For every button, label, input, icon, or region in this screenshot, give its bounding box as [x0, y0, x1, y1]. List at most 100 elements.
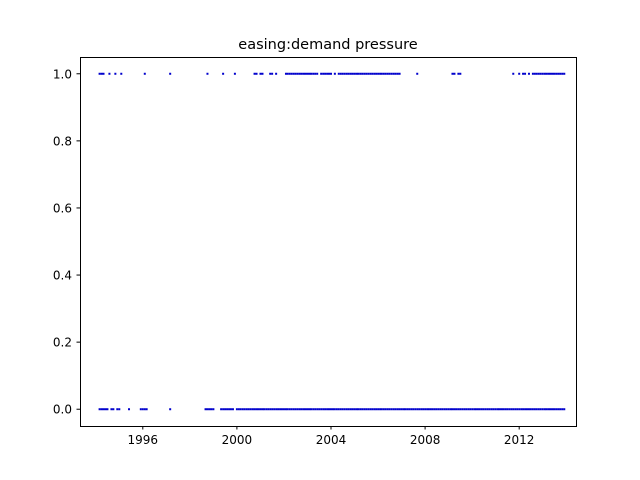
data-point: [380, 72, 383, 75]
data-point: [539, 72, 542, 75]
data-point: [537, 408, 540, 411]
data-point: [447, 408, 450, 411]
data-point: [320, 72, 323, 75]
data-point: [398, 72, 401, 75]
data-point: [204, 408, 207, 411]
data-point: [257, 408, 260, 411]
data-point: [228, 408, 231, 411]
data-point: [404, 408, 407, 411]
data-point: [480, 408, 483, 411]
data-point: [531, 408, 534, 411]
data-point: [559, 408, 562, 411]
plot-area-frame: [80, 57, 577, 427]
data-point: [420, 408, 423, 411]
data-point: [463, 408, 466, 411]
data-point: [259, 408, 262, 411]
data-point: [324, 72, 327, 75]
y-tick-label: 1.0: [53, 67, 72, 81]
data-point: [543, 72, 546, 75]
data-point: [324, 408, 327, 411]
data-point: [233, 72, 236, 75]
data-point: [547, 408, 550, 411]
data-point: [288, 408, 291, 411]
data-point: [306, 408, 309, 411]
data-point: [435, 408, 438, 411]
data-point: [549, 408, 552, 411]
data-point: [512, 408, 515, 411]
data-point: [355, 408, 358, 411]
data-point: [316, 72, 319, 75]
data-point: [286, 72, 289, 75]
data-point: [116, 408, 119, 411]
data-point: [316, 408, 319, 411]
data-point: [433, 408, 436, 411]
data-point: [439, 408, 442, 411]
data-point: [453, 408, 456, 411]
data-point: [386, 72, 389, 75]
data-point: [380, 408, 383, 411]
data-point: [206, 72, 209, 75]
data-point: [549, 72, 552, 75]
data-point: [451, 408, 454, 411]
data-point: [329, 72, 332, 75]
data-point: [104, 408, 107, 411]
data-point: [369, 72, 372, 75]
data-point: [284, 408, 287, 411]
data-point: [529, 408, 532, 411]
data-point: [478, 408, 481, 411]
data-point: [527, 72, 530, 75]
data-point: [255, 408, 258, 411]
data-point: [461, 408, 464, 411]
data-point: [373, 408, 376, 411]
data-point: [459, 408, 462, 411]
data-point: [539, 408, 542, 411]
data-point: [416, 72, 419, 75]
data-point: [429, 408, 432, 411]
data-point: [394, 408, 397, 411]
data-point: [426, 408, 429, 411]
data-point: [253, 408, 256, 411]
data-point: [210, 408, 213, 411]
data-point: [292, 408, 295, 411]
data-point: [247, 408, 250, 411]
data-point: [298, 408, 301, 411]
x-tick-label: 2012: [504, 433, 535, 447]
data-point: [357, 72, 360, 75]
data-point: [277, 408, 280, 411]
data-point: [524, 408, 527, 411]
data-point: [453, 72, 456, 75]
data-point: [310, 72, 313, 75]
data-point: [222, 408, 225, 411]
data-point: [382, 408, 385, 411]
data-point: [518, 408, 521, 411]
data-point: [312, 72, 315, 75]
data-point: [308, 408, 311, 411]
data-point: [206, 408, 209, 411]
data-point: [427, 408, 430, 411]
data-point: [443, 408, 446, 411]
data-point: [100, 72, 103, 75]
data-point: [398, 408, 401, 411]
data-point: [259, 72, 262, 75]
data-point: [100, 408, 103, 411]
data-point: [396, 72, 399, 75]
x-axis: 1996 2000 2004 2008 2012: [128, 426, 535, 447]
data-point: [486, 408, 489, 411]
data-point: [553, 72, 556, 75]
data-point: [280, 408, 283, 411]
data-point: [365, 408, 368, 411]
data-point: [308, 72, 311, 75]
data-point: [563, 72, 566, 75]
y-axis: 0.0 0.2 0.4 0.6 0.8 1.0: [53, 67, 80, 417]
data-point: [474, 408, 477, 411]
data-point: [279, 408, 282, 411]
data-point: [500, 408, 503, 411]
data-point: [275, 72, 278, 75]
data-point: [335, 408, 338, 411]
data-point: [416, 408, 419, 411]
data-point: [273, 408, 276, 411]
data-point: [555, 72, 558, 75]
data-point: [482, 408, 485, 411]
data-point: [339, 408, 342, 411]
data-point: [314, 72, 317, 75]
